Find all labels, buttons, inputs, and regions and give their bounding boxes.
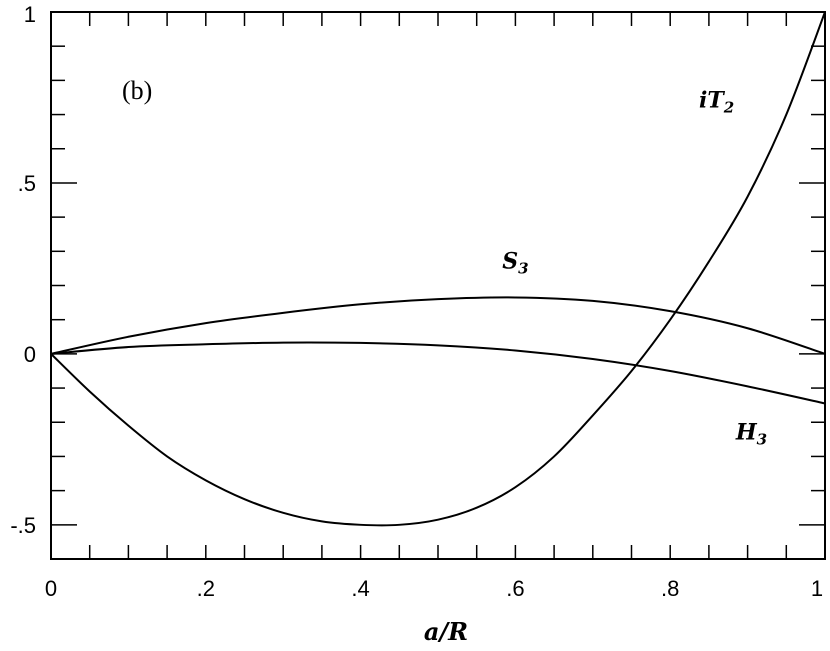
series-line-S3	[50, 296, 826, 355]
y-tick-label: .5	[18, 171, 36, 196]
series-label-iT2: iT2	[699, 88, 734, 117]
x-tick-label: .4	[351, 576, 369, 601]
series-line-iT2	[50, 11, 826, 527]
x-tick-label: .6	[506, 576, 524, 601]
x-tick-label: .2	[197, 576, 215, 601]
panel-label: (b)	[122, 76, 152, 105]
y-tick-label: 1	[24, 2, 36, 27]
series-lines	[50, 11, 826, 527]
series-label-S3: S3	[502, 248, 528, 277]
series-labels: iT2 S3 H3	[502, 88, 767, 449]
tick-labels: 0 .2 .4 .6 .8 1 -.5 0 .5 1	[10, 2, 823, 601]
series-line-H3	[50, 341, 826, 405]
x-tick-label: 0	[45, 576, 57, 601]
y-tick-label: 0	[24, 342, 36, 367]
ticks	[50, 11, 826, 560]
x-tick-label: .8	[661, 576, 679, 601]
series-label-H3: H3	[735, 419, 767, 448]
y-tick-label: -.5	[10, 513, 36, 538]
x-axis-title: a/R	[424, 617, 468, 646]
x-tick-label: 1	[811, 576, 823, 601]
